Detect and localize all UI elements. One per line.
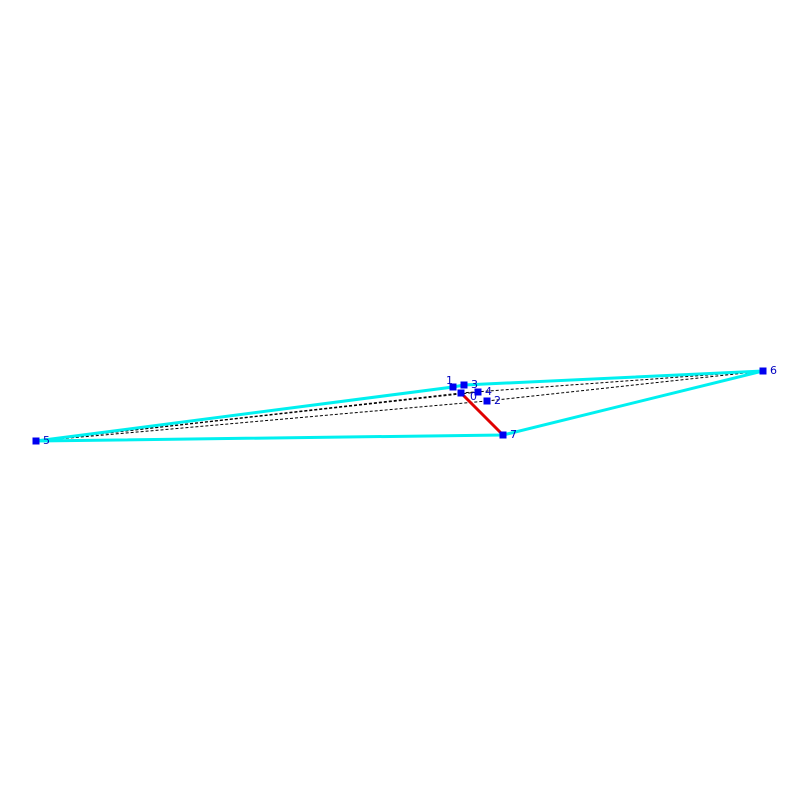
node-label: 2 xyxy=(494,394,501,407)
node-label: 7 xyxy=(510,428,517,441)
dashed-edge xyxy=(35,400,488,442)
node-marker xyxy=(499,431,507,439)
node-marker xyxy=(32,437,40,445)
dashed-edge xyxy=(486,370,764,402)
node-label: 3 xyxy=(471,378,478,391)
node-marker xyxy=(460,381,468,389)
dashed-edges xyxy=(35,370,764,442)
node-label: 6 xyxy=(770,364,777,377)
hull xyxy=(35,369,764,443)
node-marker xyxy=(483,397,491,405)
node-label: 1 xyxy=(446,374,453,387)
nodes: 0 1 2 34 5 6 7 xyxy=(32,364,777,447)
node-marker xyxy=(449,383,457,391)
node-marker xyxy=(474,388,482,396)
node-label: 4 xyxy=(485,385,492,398)
node-label: 5 xyxy=(43,434,50,447)
highlight-edge xyxy=(459,391,505,437)
node-marker xyxy=(457,389,465,397)
node-label: 0 xyxy=(470,390,477,403)
node-marker xyxy=(759,367,767,375)
dashed-edge xyxy=(35,391,479,442)
